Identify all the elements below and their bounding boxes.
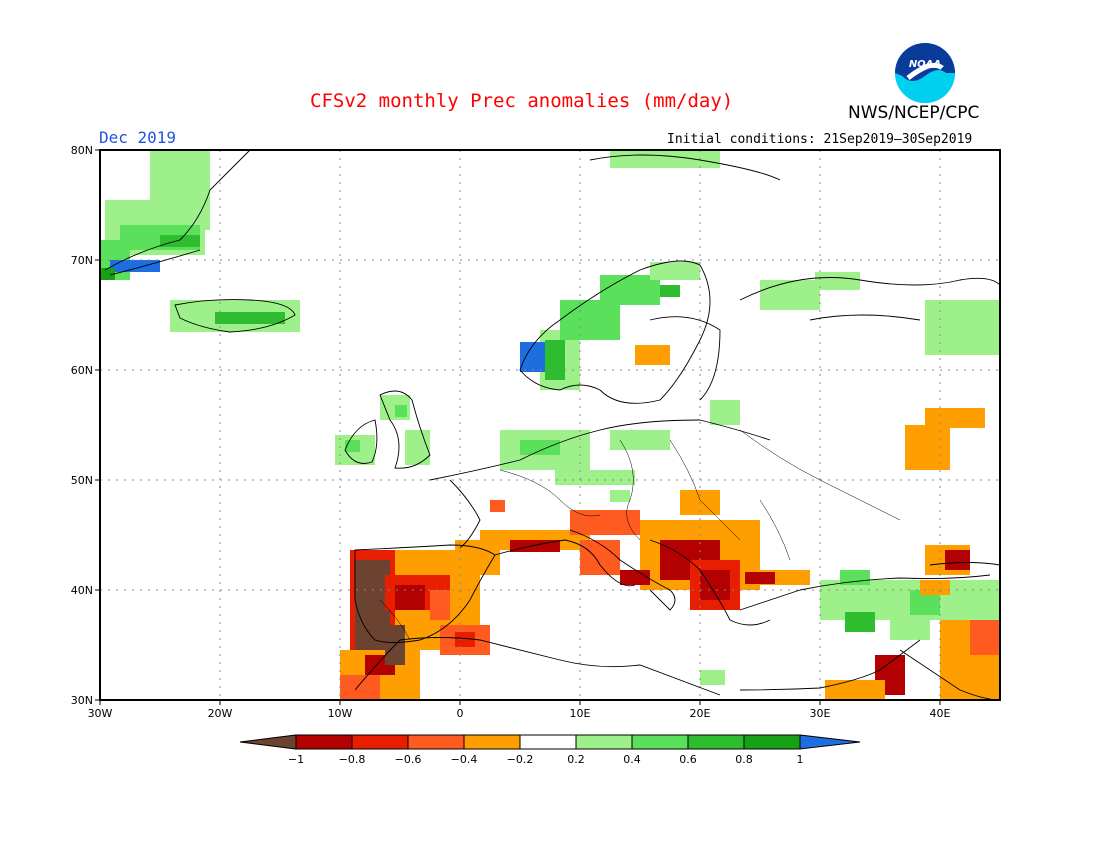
lon-label: 20W [208, 707, 233, 720]
lon-label: 30W [88, 707, 113, 720]
forecast-month: Dec 2019 [99, 128, 177, 147]
lon-label: 10E [570, 707, 591, 720]
map-frame [99, 149, 1001, 701]
colorbar-label: 0.6 [679, 753, 697, 766]
lat-label: 50N [71, 474, 93, 487]
colorbar-label: −1 [288, 753, 304, 766]
colorbar-labels: −1 −0.8 −0.6 −0.4 −0.2 0.2 0.4 0.6 0.8 1 [288, 753, 804, 766]
colorbar-label: 1 [797, 753, 804, 766]
lat-label: 70N [71, 254, 93, 267]
noaa-logo-text: NOAA [909, 59, 941, 70]
coastlines [104, 149, 1001, 701]
lon-label: 40E [930, 707, 951, 720]
lat-label: 80N [71, 144, 93, 157]
colorbar-low-arrow [239, 734, 297, 750]
colorbar-label: 0.2 [567, 753, 585, 766]
colorbar [239, 734, 861, 750]
borders [379, 429, 901, 641]
colorbar-label: −0.2 [507, 753, 534, 766]
lon-labels: 30W 20W 10W 0 10E 20E 30E 40E [88, 707, 951, 720]
lat-labels: 80N 70N 60N 50N 40N 30N [71, 144, 93, 707]
lat-label: 40N [71, 584, 93, 597]
axis-ticks [95, 149, 941, 705]
lon-label: 20E [690, 707, 711, 720]
colorbar-label: −0.8 [339, 753, 366, 766]
lon-label: 10W [328, 707, 353, 720]
colorbar-label: −0.4 [451, 753, 478, 766]
initial-conditions: Initial conditions: 21Sep2019–30Sep2019 [667, 132, 973, 147]
lat-label: 30N [71, 694, 93, 707]
lon-label: 30E [810, 707, 831, 720]
noaa-logo: NOAA [895, 43, 955, 103]
agency-label: NWS/NCEP/CPC [848, 103, 980, 123]
colorbar-label: −0.6 [395, 753, 422, 766]
lon-label: 0 [457, 707, 464, 720]
colorbar-label: 0.4 [623, 753, 641, 766]
lat-label: 60N [71, 364, 93, 377]
graticule [100, 150, 1000, 700]
map-title: CFSv2 monthly Prec anomalies (mm/day) [310, 90, 734, 112]
anomaly-field [100, 150, 1000, 700]
colorbar-label: 0.8 [735, 753, 753, 766]
colorbar-high-arrow [799, 734, 861, 750]
